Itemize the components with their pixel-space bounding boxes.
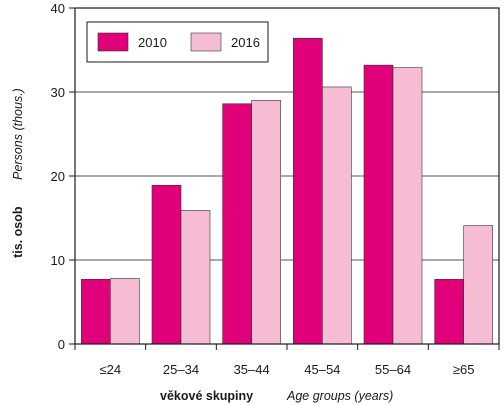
x-tick-label: 35–44 xyxy=(234,362,270,377)
y-tick-label: 10 xyxy=(51,253,65,268)
x-axis-label-en: Age groups (years) xyxy=(286,389,393,403)
bar-2016-5 xyxy=(463,225,493,345)
bar-2010-5 xyxy=(434,279,464,345)
bar-2010-2 xyxy=(222,103,252,345)
bar-2016-1 xyxy=(180,210,211,345)
x-tick-label: 55–64 xyxy=(375,362,411,377)
y-tick-label: 30 xyxy=(51,85,65,100)
x-axis-title: věkové skupiny Age groups (years) xyxy=(160,389,393,403)
y-axis-ticks: 0 10 20 30 40 xyxy=(51,1,75,352)
legend: 2010 2016 xyxy=(86,21,269,63)
gridlines xyxy=(75,91,499,261)
legend-swatch-2016 xyxy=(190,32,222,52)
x-axis-label-cz: věkové skupiny xyxy=(160,389,253,403)
y-tick-label: 20 xyxy=(51,169,65,184)
y-axis-title: tis. osob Persons (thous.) xyxy=(9,88,26,258)
bar-2016-4 xyxy=(392,67,423,345)
bar-2010-0 xyxy=(81,279,111,345)
bar-2016-3 xyxy=(322,86,352,345)
x-tick-label: ≥65 xyxy=(453,362,475,377)
legend-label-2010: 2010 xyxy=(138,35,167,50)
legend-label-2016: 2016 xyxy=(231,35,260,50)
x-axis-ticks: ≤24 25–34 35–44 45–54 55–64 ≥65 xyxy=(74,344,500,377)
y-axis-label-en: Persons (thous.) xyxy=(11,88,25,180)
x-tick-label: ≤24 xyxy=(100,362,122,377)
svg-text:tis. osob Persons (thous: tis. osob Persons (thous.) xyxy=(9,88,26,258)
x-tick-label: 45–54 xyxy=(304,362,340,377)
bar-2010-4 xyxy=(363,64,394,345)
legend-swatch-2010 xyxy=(97,32,129,52)
bar-2010-3 xyxy=(293,37,323,345)
y-tick-label: 40 xyxy=(51,1,65,16)
bars xyxy=(81,37,493,345)
bar-2016-2 xyxy=(251,100,281,345)
y-tick-label: 0 xyxy=(58,337,65,352)
bar-2016-0 xyxy=(110,278,140,345)
x-tick-label: 25–34 xyxy=(163,362,199,377)
y-axis-label-cz: tis. osob xyxy=(11,206,25,258)
bar-2010-1 xyxy=(151,184,182,345)
